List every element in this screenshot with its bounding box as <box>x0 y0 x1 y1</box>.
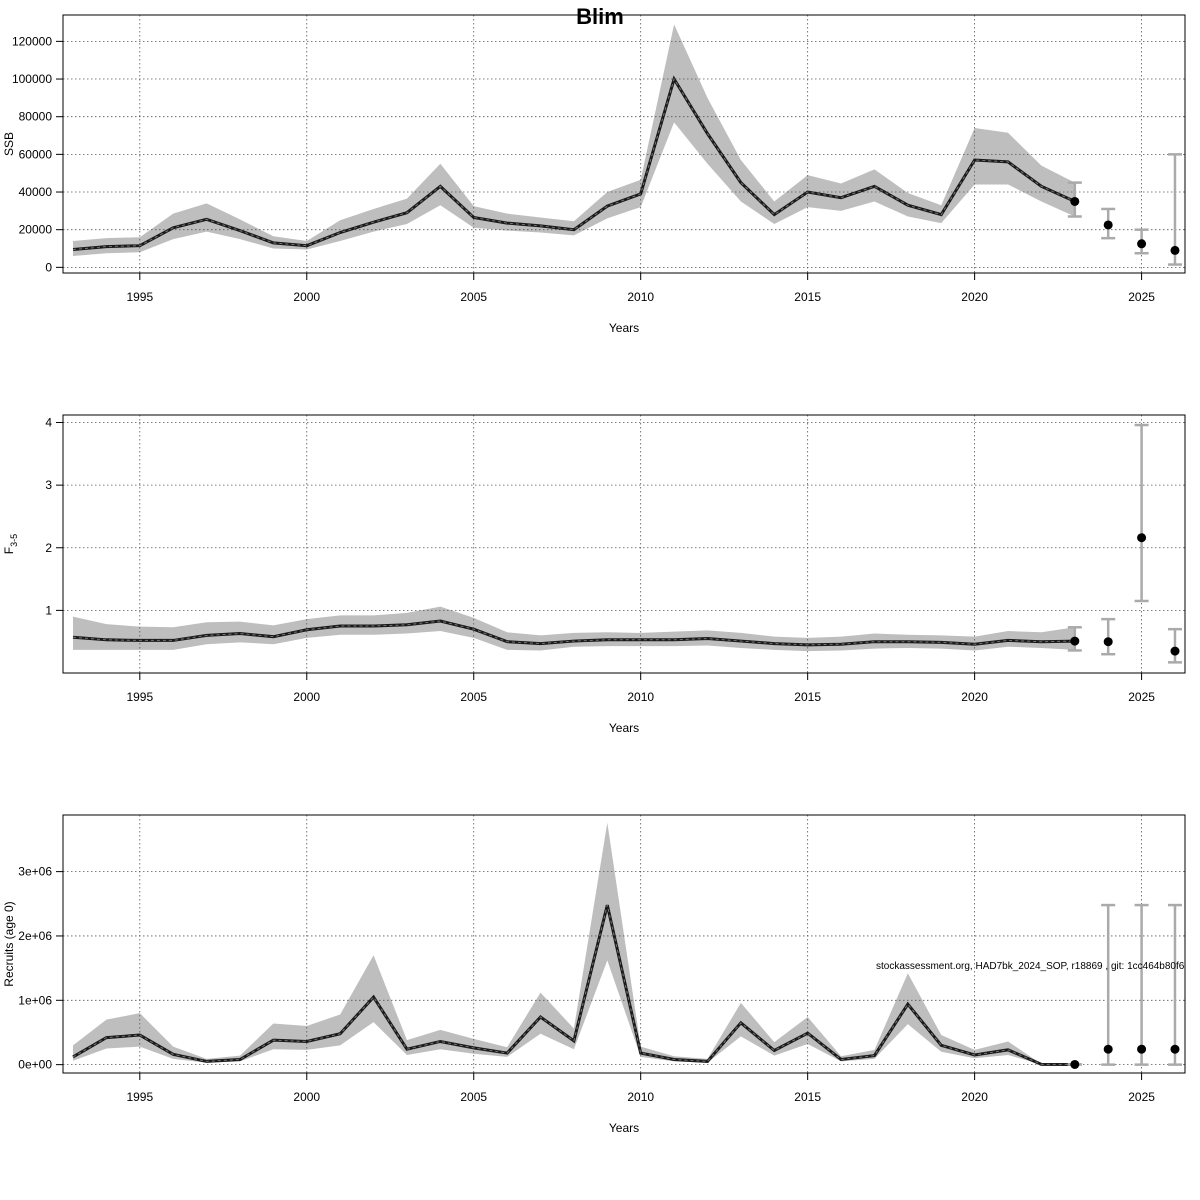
y-tick-label: 3 <box>45 478 52 492</box>
x-tick-label: 2015 <box>794 290 821 304</box>
confidence-band <box>73 606 1075 652</box>
source-footnote: stockassessment.org, HAD7bk_2024_SOP, r1… <box>876 961 1185 972</box>
forecast-point <box>1103 220 1113 230</box>
plot-frame <box>62 14 1186 274</box>
y-tick-label: 60000 <box>19 147 53 161</box>
y-axis-label: SSB <box>2 132 16 156</box>
y-axis-label-subscript: 3-5 <box>9 534 19 547</box>
y-tick-label: 1 <box>45 603 52 617</box>
x-tick-label: 2025 <box>1128 290 1155 304</box>
forecast-point <box>1170 646 1180 656</box>
x-tick-label: 2020 <box>961 690 988 704</box>
x-tick-label: 2020 <box>961 1090 988 1104</box>
x-tick-label: 2015 <box>794 690 821 704</box>
y-tick-label: 0e+00 <box>18 1058 52 1072</box>
y-axis-label: F3-5 <box>2 534 19 554</box>
y-tick-label: 2 <box>45 541 52 555</box>
estimate-line-dash <box>72 904 1075 1065</box>
y-tick-label: 100000 <box>12 72 52 86</box>
fishing-mortality-panel: 1995 2000 2005 2010 2015 2020 2025 1 2 3 4 Years F3-… <box>2 414 1186 735</box>
x-tick-label: 2015 <box>794 1090 821 1104</box>
forecast-point <box>1137 1044 1147 1054</box>
y-tick-label: 4 <box>45 416 52 430</box>
x-tick-label: 2010 <box>627 1090 654 1104</box>
x-tick-label: 2010 <box>627 290 654 304</box>
confidence-band <box>73 24 1075 257</box>
x-tick-label: 2025 <box>1128 690 1155 704</box>
x-tick-label: 2020 <box>961 290 988 304</box>
x-tick-label: 2025 <box>1128 1090 1155 1104</box>
y-tick-label: 0 <box>45 260 52 274</box>
x-tick-label: 2005 <box>460 690 487 704</box>
recruitment-panel: 1995 2000 2005 2010 2015 2020 2025 0e+00 1e+06 2e… <box>2 814 1186 1135</box>
forecast-point <box>1170 1044 1180 1054</box>
forecast-point <box>1137 239 1147 249</box>
y-axis-label: Recruits (age 0) <box>2 901 16 986</box>
estimate-line-dash <box>72 620 1075 646</box>
forecast-point <box>1103 1044 1113 1054</box>
forecast-point <box>1137 533 1147 543</box>
y-tick-label: 80000 <box>19 110 53 124</box>
x-tick-label: 2010 <box>627 690 654 704</box>
forecast-point <box>1070 196 1080 206</box>
plot-frame <box>62 814 1186 1074</box>
x-tick-label: 1995 <box>126 290 153 304</box>
x-tick-label: 2005 <box>460 1090 487 1104</box>
y-tick-label: 120000 <box>12 34 52 48</box>
forecast-point <box>1103 637 1113 647</box>
x-axis-label: Years <box>609 1121 639 1135</box>
x-axis-label: Years <box>609 321 639 335</box>
x-tick-label: 2000 <box>293 290 320 304</box>
estimate-line-dash <box>72 77 1076 250</box>
ssb-panel: 1995 2000 2005 2010 2015 2020 2025 0 20000 40000 6… <box>2 14 1186 335</box>
y-tick-label: 20000 <box>19 223 53 237</box>
forecast-point <box>1070 636 1080 646</box>
x-tick-label: 2000 <box>293 690 320 704</box>
chart-title: Blim <box>576 4 624 29</box>
y-tick-label: 3e+06 <box>18 865 52 879</box>
x-tick-label: 2000 <box>293 1090 320 1104</box>
x-tick-label: 1995 <box>126 1090 153 1104</box>
x-tick-label: 1995 <box>126 690 153 704</box>
plot-frame <box>62 414 1186 674</box>
forecast-point <box>1170 245 1180 255</box>
x-axis-label: Years <box>609 721 639 735</box>
confidence-band <box>73 822 1075 1065</box>
y-tick-label: 1e+06 <box>18 993 52 1007</box>
forecast-point <box>1070 1059 1080 1069</box>
y-tick-label: 40000 <box>19 185 53 199</box>
x-tick-label: 2005 <box>460 290 487 304</box>
y-tick-label: 2e+06 <box>18 929 52 943</box>
